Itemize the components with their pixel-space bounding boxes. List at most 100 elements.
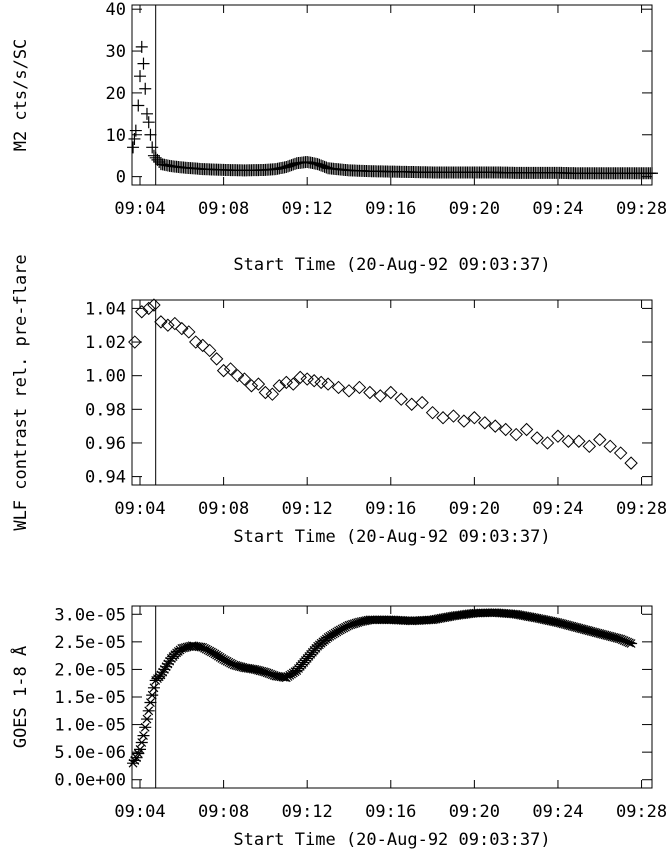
x-tick-label: 09:04 (114, 802, 165, 822)
data-point (623, 638, 636, 648)
data-point (209, 352, 224, 366)
data-point (195, 338, 210, 353)
data-point (320, 161, 333, 174)
x-tick-label: 09:16 (365, 802, 416, 822)
y-tick-label: 2.5e-05 (54, 633, 126, 653)
data-point (134, 70, 147, 83)
data-point (394, 392, 408, 406)
data-point (182, 325, 196, 339)
data-point (519, 422, 534, 437)
data-point (142, 301, 156, 316)
y-tick-label: 0.96 (85, 434, 126, 454)
y-tick-label: 0.98 (85, 400, 126, 420)
y-tick-label: 30 (106, 42, 126, 62)
data-point (582, 439, 597, 454)
x-tick-label: 09:28 (616, 499, 667, 519)
data-point (142, 116, 155, 129)
y-tick-label: 1.02 (85, 333, 126, 353)
data-point (146, 141, 159, 154)
x-tick-label: 09:12 (282, 499, 333, 519)
y-tick-label: 40 (106, 0, 126, 20)
y-tick-label: 0.0e+00 (54, 771, 126, 791)
x-tick-label: 09:04 (114, 499, 165, 519)
data-point (237, 372, 252, 386)
data-point (132, 99, 145, 112)
data-point (363, 385, 377, 400)
data-point (258, 385, 273, 400)
y-tick-label: 0 (116, 168, 126, 188)
data-point (446, 409, 461, 423)
y-axis-label: WLF contrast rel. pre-flare (11, 254, 31, 530)
y-tick-label: 1.5e-05 (54, 688, 126, 708)
x-tick-label: 09:24 (532, 802, 583, 822)
x-tick-label: 09:28 (616, 802, 667, 822)
x-tick-label: 09:20 (449, 499, 500, 519)
series-3 (127, 608, 638, 768)
data-point (230, 368, 245, 383)
data-point (313, 158, 326, 171)
data-point (146, 690, 159, 700)
data-point (540, 436, 555, 450)
data-point (352, 380, 367, 395)
data-point (436, 411, 450, 425)
data-point (189, 335, 203, 349)
x-tick-label: 09:24 (532, 199, 583, 219)
data-point (142, 706, 155, 716)
series-1 (127, 40, 658, 180)
data-point (457, 414, 471, 428)
x-tick-label: 09:16 (365, 199, 416, 219)
x-tick-label: 09:12 (282, 199, 333, 219)
data-point (603, 439, 617, 454)
y-tick-label: 1.00 (85, 367, 126, 387)
data-point (168, 316, 182, 331)
y-tick-label: 10 (106, 126, 126, 146)
data-point (499, 422, 513, 437)
data-point (321, 377, 335, 391)
data-point (140, 107, 153, 120)
x-tick-label: 09:16 (365, 499, 416, 519)
data-point (646, 167, 658, 180)
y-tick-label: 20 (106, 84, 126, 104)
data-point (318, 160, 331, 173)
data-point (300, 372, 314, 386)
data-point (551, 429, 565, 443)
data-point (467, 411, 482, 425)
data-point (135, 305, 149, 319)
x-tick-label: 09:20 (449, 802, 500, 822)
x-axis-label: Start Time (20-Aug-92 09:03:37) (233, 255, 550, 275)
data-point (509, 427, 523, 442)
plot-frame-3 (131, 605, 653, 789)
data-point (282, 160, 295, 173)
x-tick-label: 09:08 (198, 802, 249, 822)
plot-frame-2 (131, 299, 653, 486)
data-point (147, 683, 160, 693)
data-point (307, 374, 321, 388)
data-point (315, 159, 328, 172)
data-point (127, 141, 140, 154)
x-tick-label: 09:08 (198, 199, 249, 219)
data-point (144, 128, 157, 141)
x-axis-label: Start Time (20-Aug-92 09:03:37) (233, 830, 550, 850)
data-point (129, 124, 142, 137)
data-point (373, 389, 388, 403)
data-point (128, 335, 142, 349)
data-point (415, 395, 429, 410)
data-point (137, 731, 150, 741)
data-point (530, 431, 544, 445)
data-point (175, 321, 189, 336)
data-point (216, 363, 231, 378)
x-tick-label: 09:20 (449, 199, 500, 219)
data-point (135, 40, 148, 53)
data-point (488, 419, 502, 433)
data-point (137, 57, 150, 70)
data-point (625, 639, 638, 648)
data-point (384, 385, 398, 400)
data-point (135, 738, 148, 747)
y-tick-label: 2.0e-05 (54, 660, 126, 680)
data-point (404, 397, 419, 411)
data-point (331, 380, 346, 395)
data-point (316, 160, 329, 173)
series-2 (128, 298, 638, 470)
data-point (134, 744, 147, 754)
